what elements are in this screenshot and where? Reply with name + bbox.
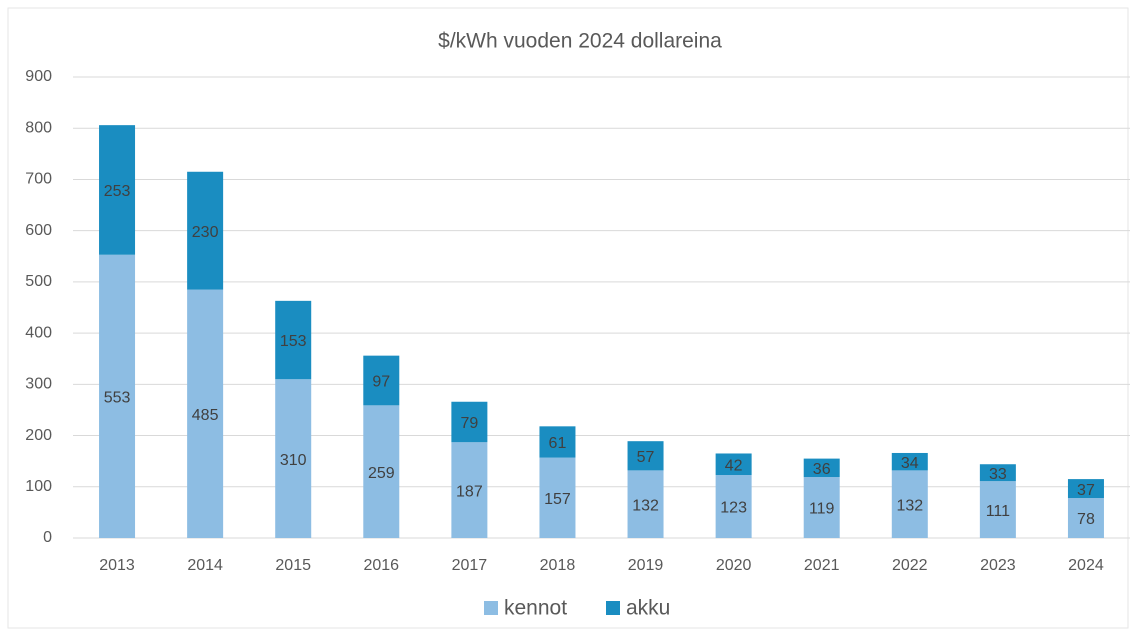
data-label: 119: [809, 501, 835, 518]
data-label: 78: [1077, 511, 1095, 528]
bar-segment: [979, 481, 1016, 538]
data-label: 61: [549, 435, 567, 452]
bar-segment: [715, 474, 752, 538]
chart-title: $/kWh vuoden 2024 dollareina: [438, 30, 722, 53]
y-tick-label: 0: [43, 529, 52, 546]
bar-segment: [451, 401, 488, 443]
x-tick-label: 2022: [892, 557, 928, 574]
bar-segment: [627, 470, 664, 538]
bar-segment: [539, 426, 576, 458]
data-label: 553: [104, 390, 131, 407]
bar-segment: [715, 453, 752, 475]
bar-segment: [891, 470, 928, 538]
y-tick-label: 700: [25, 171, 52, 188]
data-label: 111: [986, 503, 1010, 520]
data-label: 123: [720, 500, 747, 517]
data-label: 97: [372, 374, 390, 391]
data-label: 57: [637, 449, 655, 466]
legend-swatch: [606, 601, 620, 615]
bar-segment: [99, 254, 136, 539]
bar-segment: [891, 452, 928, 471]
y-tick-label: 900: [25, 68, 52, 85]
x-tick-label: 2018: [540, 557, 576, 574]
legend-label: kennot: [504, 597, 567, 620]
x-tick-label: 2016: [363, 557, 399, 574]
data-label: 132: [896, 497, 923, 514]
y-tick-label: 300: [25, 376, 52, 393]
x-tick-label: 2021: [804, 557, 840, 574]
data-label: 157: [544, 491, 571, 508]
bar-segment: [451, 442, 488, 538]
bar-segment: [363, 405, 400, 538]
bar-segment: [363, 355, 400, 406]
x-tick-label: 2020: [716, 557, 752, 574]
y-tick-label: 800: [25, 119, 52, 136]
x-tick-label: 2023: [980, 557, 1016, 574]
x-tick-label: 2013: [99, 557, 135, 574]
y-tick-label: 200: [25, 427, 52, 444]
bar-segment: [627, 441, 664, 471]
bar-segment: [803, 458, 840, 478]
data-label: 33: [989, 466, 1007, 483]
bar-segment: [1067, 498, 1104, 538]
bar-segment: [803, 477, 840, 538]
legend-swatch: [484, 601, 498, 615]
data-label: 132: [632, 497, 659, 514]
y-tick-label: 400: [25, 324, 52, 341]
bar-segment: [187, 171, 224, 290]
data-label: 42: [725, 457, 743, 474]
bar-segment: [1067, 479, 1104, 499]
x-tick-label: 2015: [275, 557, 311, 574]
x-tick-label: 2019: [628, 557, 664, 574]
data-label: 485: [192, 407, 219, 424]
x-tick-label: 2014: [187, 557, 223, 574]
y-tick-label: 100: [25, 478, 52, 495]
data-label: 259: [368, 465, 395, 482]
bar-segment: [275, 379, 312, 538]
data-label: 79: [460, 415, 478, 432]
bar-segment: [539, 457, 576, 538]
bar-segment: [99, 125, 136, 255]
data-label: 34: [901, 455, 919, 472]
data-label: 187: [456, 483, 483, 500]
data-label: 37: [1077, 482, 1095, 499]
y-tick-label: 500: [25, 273, 52, 290]
data-label: 230: [192, 224, 219, 241]
data-label: 310: [280, 452, 307, 469]
data-label: 253: [104, 183, 131, 200]
data-label: 153: [280, 333, 307, 350]
bar-segment: [275, 300, 312, 380]
x-tick-label: 2024: [1068, 557, 1104, 574]
data-label: 36: [813, 461, 831, 478]
legend-label: akku: [626, 597, 670, 620]
x-tick-label: 2017: [452, 557, 488, 574]
y-tick-label: 600: [25, 222, 52, 239]
bar-segment: [979, 464, 1016, 482]
bar-segment: [187, 289, 224, 538]
